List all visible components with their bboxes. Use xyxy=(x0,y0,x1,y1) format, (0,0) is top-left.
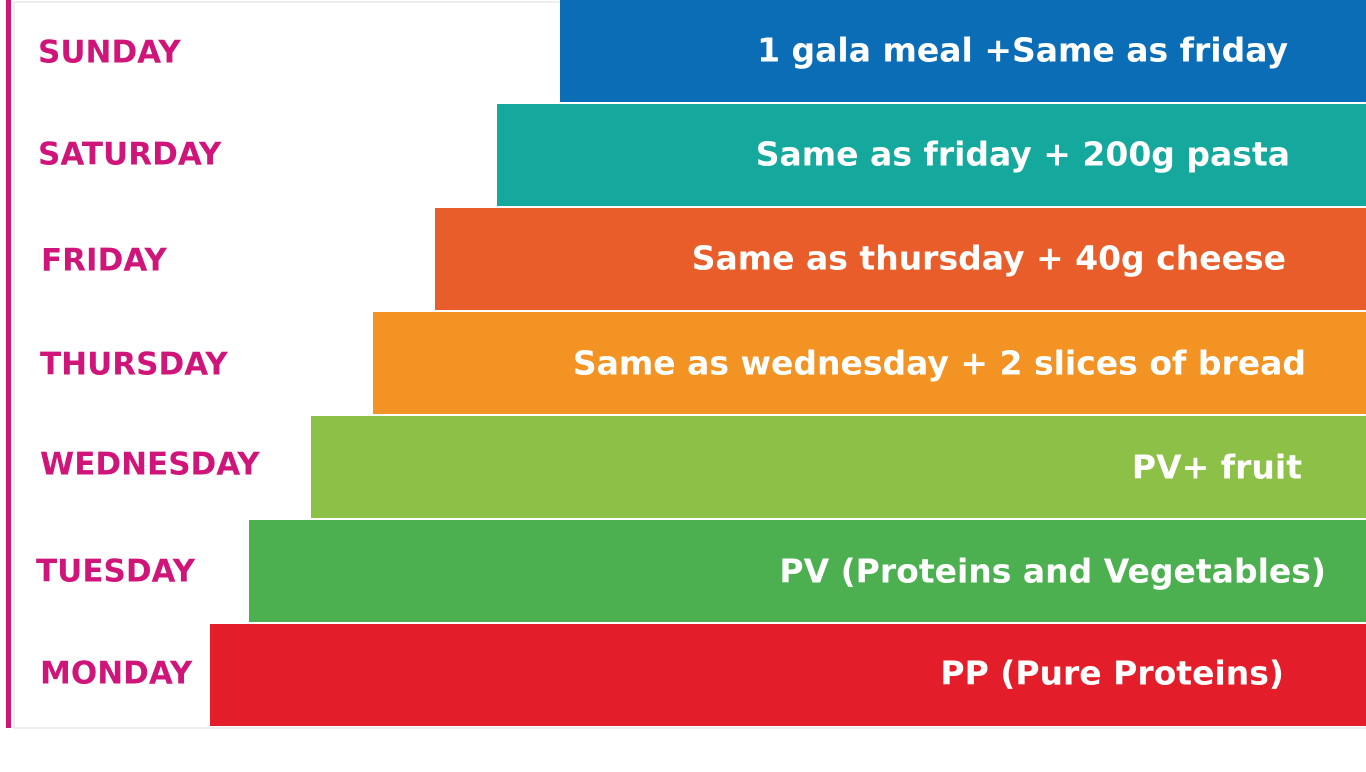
meal-text: 1 gala meal +Same as friday xyxy=(757,31,1288,70)
day-label: FRIDAY xyxy=(41,243,167,279)
day-label: THURSDAY xyxy=(40,347,228,383)
row: MONDAY PP (Pure Proteins) xyxy=(40,624,1366,726)
meal-text: Same as thursday + 40g cheese xyxy=(692,239,1286,278)
bar xyxy=(210,624,1366,726)
day-label: SUNDAY xyxy=(38,35,181,71)
meal-text: PP (Pure Proteins) xyxy=(940,654,1284,693)
bar xyxy=(311,416,1366,518)
bar xyxy=(249,520,1366,622)
row: FRIDAY Same as thursday + 40g cheese xyxy=(41,208,1366,310)
bar xyxy=(497,104,1366,206)
bar xyxy=(373,312,1366,414)
row: WEDNESDAY PV+ fruit xyxy=(40,416,1366,518)
meal-text: Same as wednesday + 2 slices of bread xyxy=(573,344,1306,383)
day-label: MONDAY xyxy=(40,656,193,692)
day-label: TUESDAY xyxy=(36,554,196,590)
row: TUESDAY PV (Proteins and Vegetables) xyxy=(36,520,1366,622)
meal-text: PV (Proteins and Vegetables) xyxy=(779,552,1326,591)
row: THURSDAY Same as wednesday + 2 slices of… xyxy=(40,312,1366,414)
meal-text: Same as friday + 200g pasta xyxy=(756,135,1290,174)
bar xyxy=(560,0,1366,102)
left-border xyxy=(6,0,11,728)
meal-text: PV+ fruit xyxy=(1132,448,1302,487)
row: SUNDAY 1 gala meal +Same as friday xyxy=(38,0,1366,102)
bar xyxy=(435,208,1366,310)
row: SATURDAY Same as friday + 200g pasta xyxy=(38,104,1366,206)
day-label: WEDNESDAY xyxy=(40,447,260,483)
day-label: SATURDAY xyxy=(38,137,222,173)
